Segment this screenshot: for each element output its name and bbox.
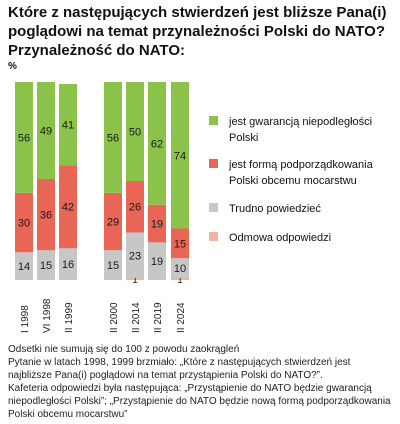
bar-segment — [59, 165, 77, 249]
legend-label-refusal: Odmowa odpowiedzi — [229, 232, 332, 244]
data-label: 19 — [151, 256, 163, 268]
legend-swatch-subordination — [209, 159, 218, 168]
cafeteria-note: Kafeteria odpowiedzi była następująca: „… — [8, 383, 391, 420]
legend-item-refusal: Odmowa odpowiedzi — [209, 230, 399, 246]
bar-segment — [148, 82, 166, 205]
data-label: 1 — [177, 275, 183, 286]
bar-segment — [15, 192, 33, 253]
data-label: 49 — [40, 126, 52, 138]
data-label: 10 — [174, 263, 186, 275]
bar-segment — [37, 250, 55, 280]
category-label: II 2000 — [109, 302, 120, 333]
bar-segment — [148, 242, 166, 280]
data-label: 56 — [107, 132, 119, 144]
bar-segment — [104, 250, 122, 280]
question-note: Pytanie w latach 1998, 1999 brzmiało: „K… — [8, 357, 351, 381]
bar-segment — [37, 179, 55, 251]
category-label: I 1998 — [20, 305, 31, 333]
bar-segment — [37, 82, 55, 180]
bar-segment — [59, 248, 77, 280]
data-label: 19 — [151, 219, 163, 231]
data-label: 1 — [132, 275, 138, 286]
category-label: VI 1998 — [42, 298, 53, 333]
bar-segment — [171, 228, 189, 259]
legend-swatch-hard-to-say — [209, 203, 218, 212]
legend-label-hard-to-say: Trudno powiedzieć — [229, 203, 321, 215]
bar-segment — [59, 83, 77, 166]
legend-item-subordination: jest formą podporządkowania Polski obcem… — [209, 157, 399, 189]
category-label: II 2024 — [176, 302, 187, 333]
category-label: II 2019 — [153, 302, 164, 333]
data-label: 26 — [129, 202, 141, 214]
legend-swatch-guarantee — [209, 116, 218, 125]
bar-segment — [171, 258, 189, 279]
unit-label: % — [8, 61, 17, 72]
legend-label-subordination: jest formą podporządkowania Polski obcem… — [229, 159, 373, 187]
bar-segment — [15, 252, 33, 280]
bar-segment — [104, 82, 122, 193]
data-label: 30 — [18, 218, 30, 230]
bar-segment — [104, 192, 122, 251]
bar-segment — [171, 278, 189, 280]
category-label: II 2014 — [131, 302, 142, 333]
bar-segment — [126, 181, 144, 233]
data-label: 16 — [62, 259, 74, 271]
data-label: 15 — [174, 238, 186, 250]
legend-item-hard-to-say: Trudno powiedzieć — [209, 201, 399, 217]
data-label: 15 — [40, 260, 52, 272]
chart-title: Które z następujących stwierdzeń jest bl… — [8, 4, 387, 59]
data-label: 41 — [62, 120, 74, 132]
data-label: 23 — [129, 250, 141, 262]
bar-segment — [171, 82, 189, 229]
category-label: II 1999 — [64, 302, 75, 333]
data-label: 36 — [40, 210, 52, 222]
bar-segment — [148, 204, 166, 243]
legend-label-guarantee: jest gwarancją niepodległości Polski — [229, 116, 373, 144]
data-label: 56 — [18, 132, 30, 144]
data-label: 62 — [151, 138, 163, 150]
legend-swatch-refusal — [209, 232, 218, 241]
bar-segment — [126, 278, 144, 280]
bar-segment — [126, 232, 144, 279]
data-label: 50 — [129, 127, 141, 139]
data-label: 42 — [62, 202, 74, 214]
data-label: 29 — [107, 217, 119, 229]
bar-segment — [126, 82, 144, 181]
data-label: 14 — [18, 261, 30, 273]
data-label: 15 — [107, 260, 119, 272]
bar-segment — [15, 82, 33, 193]
legend-item-guarantee: jest gwarancją niepodległości Polski — [209, 114, 399, 146]
data-label: 74 — [174, 150, 186, 162]
rounding-note: Odsetki nie sumują się do 100 z powodu z… — [8, 344, 240, 355]
